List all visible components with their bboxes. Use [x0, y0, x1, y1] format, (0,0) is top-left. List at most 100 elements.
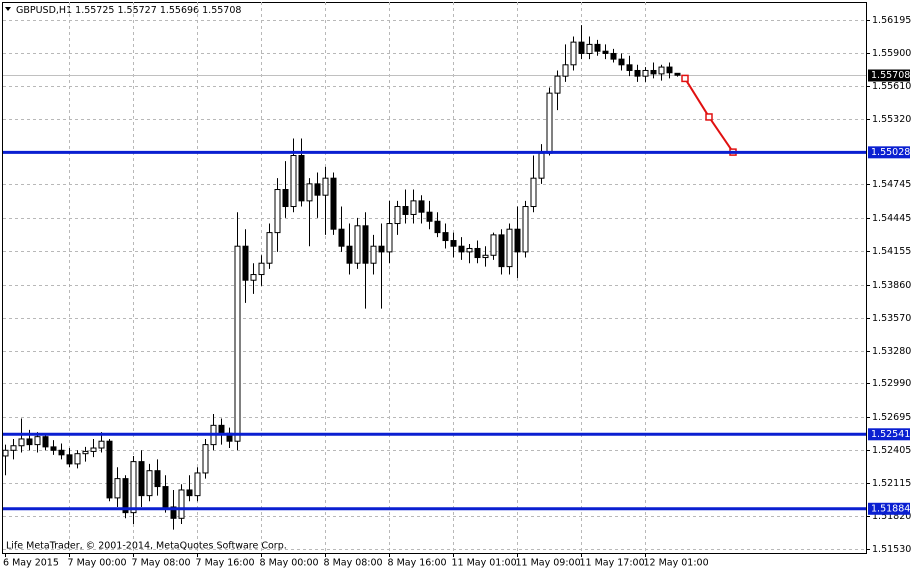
candle-body: [674, 72, 681, 76]
candle-body: [10, 445, 17, 451]
y-tick-label: 1.54155: [872, 246, 911, 257]
candle-body: [298, 155, 305, 202]
candle-body: [106, 440, 113, 499]
x-tick-label: 8 May 00:00: [260, 558, 319, 569]
candle-body: [42, 436, 49, 448]
candle-body: [474, 247, 481, 259]
candle-body: [354, 225, 361, 264]
x-tick-label: 11 May 09:00: [516, 558, 581, 569]
candle-body: [26, 438, 33, 446]
candle-body: [490, 234, 497, 256]
low-value: 1.55696: [160, 5, 199, 16]
candle-body: [306, 183, 313, 202]
candle-body: [290, 155, 297, 208]
candle-body: [466, 247, 473, 253]
candle-body: [530, 177, 537, 208]
y-tick-label: 1.52990: [872, 378, 911, 389]
candle-body: [458, 245, 465, 253]
level-label-box: [868, 428, 910, 441]
candle-body: [578, 41, 585, 54]
candle-body: [202, 444, 209, 474]
candle-body: [258, 262, 265, 276]
candle-body: [498, 234, 505, 268]
level-label: 1.55028: [871, 147, 910, 158]
x-tick-label: 7 May 08:00: [132, 558, 191, 569]
candle-body: [506, 228, 513, 268]
candle-body: [642, 69, 649, 77]
candle-body: [2, 449, 9, 457]
current-price-label: 1.55708: [871, 70, 910, 81]
candle-body: [546, 92, 553, 154]
y-tick-label: 1.51530: [872, 544, 911, 555]
candle-body: [362, 225, 369, 264]
level-label: 1.51884: [871, 503, 910, 514]
candle-body: [378, 245, 385, 253]
y-tick-label: 1.55610: [872, 81, 911, 92]
candle-body: [58, 449, 65, 456]
x-tick-label: 11 May 01:00: [452, 558, 517, 569]
candle-body: [186, 489, 193, 497]
header: GBPUSD,H1 1.55725 1.55727 1.55696 1.5570…: [16, 5, 241, 16]
y-tick-label: 1.52115: [872, 478, 911, 489]
candle-body: [634, 69, 641, 77]
candle-body: [170, 506, 177, 519]
candle-body: [594, 43, 601, 52]
candle-body: [626, 64, 633, 71]
current-price-box: [868, 69, 910, 82]
y-tick-label: 1.54745: [872, 179, 911, 190]
candle-body: [562, 64, 569, 77]
candle-body: [650, 69, 657, 75]
candle-body: [426, 211, 433, 222]
candle-body: [66, 454, 73, 465]
candle-body: [34, 436, 41, 446]
candle-body: [194, 472, 201, 497]
y-tick-label: 1.53860: [872, 280, 911, 291]
candle-body: [82, 450, 89, 455]
candle-body: [330, 177, 337, 230]
candle-body: [74, 453, 81, 465]
candle-body: [514, 228, 521, 253]
level-label-box: [868, 146, 910, 159]
candle-body: [178, 489, 185, 519]
candle-body: [90, 447, 97, 452]
candle-body: [666, 66, 673, 74]
candle-body: [146, 470, 153, 497]
candle-body: [434, 220, 441, 234]
candle-body: [242, 245, 249, 281]
level-label: 1.52541: [871, 429, 910, 440]
candle-body: [114, 478, 121, 499]
y-tick-label: 1.51820: [872, 511, 911, 522]
y-tick-label: 1.52695: [872, 412, 911, 423]
candle-body: [218, 424, 225, 434]
x-tick-label: 8 May 08:00: [324, 558, 383, 569]
x-tick-label: 7 May 16:00: [196, 558, 255, 569]
candle-body: [18, 438, 25, 447]
candle-body: [610, 52, 617, 60]
candle-body: [98, 440, 105, 449]
candle-body: [370, 245, 377, 264]
candle-body: [442, 232, 449, 242]
forecast-point: [705, 113, 713, 121]
candle-body: [162, 486, 169, 508]
candle-body: [482, 254, 489, 259]
candle-body: [450, 240, 457, 247]
candle-body: [130, 461, 137, 514]
candle-body: [602, 50, 609, 54]
candle-body: [570, 41, 577, 66]
candle-body: [394, 206, 401, 225]
candle-body: [322, 177, 329, 196]
candle-body: [314, 183, 321, 196]
candle-body: [418, 200, 425, 213]
candle-body: [554, 75, 561, 94]
high-value: 1.55727: [117, 5, 156, 16]
y-tick-label: 1.56195: [872, 15, 911, 26]
candle-body: [586, 43, 593, 54]
candle-body: [410, 200, 417, 215]
candle-body: [138, 461, 145, 497]
candle-body: [274, 189, 281, 234]
symbol: GBPUSD,H1: [16, 5, 72, 16]
open-value: 1.55725: [75, 5, 114, 16]
candle-body: [234, 245, 241, 442]
candle-body: [522, 206, 529, 253]
